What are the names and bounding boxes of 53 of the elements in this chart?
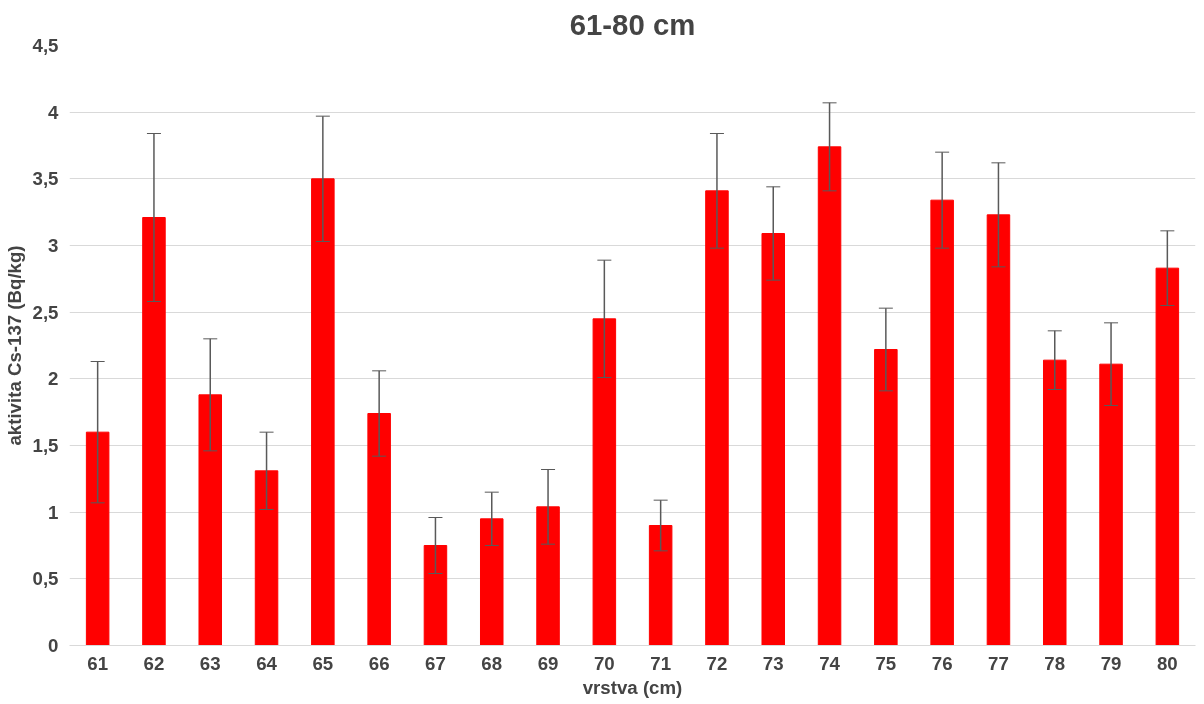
y-tick-label: 4 (48, 101, 60, 123)
bar (423, 545, 448, 646)
y-tick-label: 0,5 (32, 568, 59, 590)
x-tick-label: 63 (199, 652, 221, 674)
y-axis-title: aktivita Cs-137 (Bq/kg) (3, 245, 25, 446)
bar (311, 178, 335, 646)
bar (648, 525, 673, 646)
bar (761, 233, 786, 646)
bar (874, 349, 898, 646)
x-tick-label: 68 (481, 652, 503, 674)
bar (1155, 267, 1180, 646)
y-tick-label: 0 (48, 635, 59, 656)
bar (536, 506, 560, 646)
y-tick-label: 1,5 (32, 435, 59, 456)
bar (142, 217, 166, 646)
x-tick-label: 77 (988, 652, 1009, 674)
bar (930, 199, 954, 646)
x-tick-label: 69 (537, 652, 559, 674)
x-tick-label: 78 (1044, 652, 1066, 674)
x-tick-label: 67 (425, 652, 446, 674)
bar (479, 518, 504, 646)
x-tick-label: 71 (650, 652, 672, 674)
y-tick-label: 1 (48, 501, 59, 523)
bar (367, 413, 391, 646)
chart-title: 61-80 cm (569, 7, 696, 41)
x-tick-label: 76 (931, 652, 953, 674)
y-tick-label: 4,5 (32, 35, 59, 56)
bar (817, 146, 842, 646)
bar (1042, 359, 1067, 646)
x-tick-label: 72 (706, 652, 728, 674)
bar (254, 470, 279, 646)
bar (85, 431, 110, 646)
x-tick-label: 74 (819, 652, 841, 674)
bar (592, 318, 617, 646)
y-tick-label: 3 (48, 235, 59, 256)
x-tick-label: 65 (312, 652, 334, 674)
x-tick-label: 79 (1100, 652, 1122, 674)
y-tick-label: 2 (48, 368, 59, 390)
y-tick-label: 2,5 (32, 301, 59, 323)
bar (1099, 363, 1123, 646)
bar (705, 190, 729, 646)
x-tick-label: 62 (143, 652, 165, 674)
x-axis-title: vrstva (cm) (582, 676, 683, 698)
x-tick-label: 80 (1156, 652, 1178, 674)
x-tick-label: 73 (762, 652, 784, 674)
x-tick-label: 75 (875, 652, 897, 674)
bar (198, 394, 223, 646)
x-tick-label: 64 (256, 652, 278, 674)
bar (986, 214, 1011, 646)
x-tick-label: 61 (87, 652, 109, 674)
y-tick-label: 3,5 (32, 168, 59, 190)
x-tick-label: 70 (593, 652, 615, 674)
x-tick-label: 66 (368, 652, 390, 674)
